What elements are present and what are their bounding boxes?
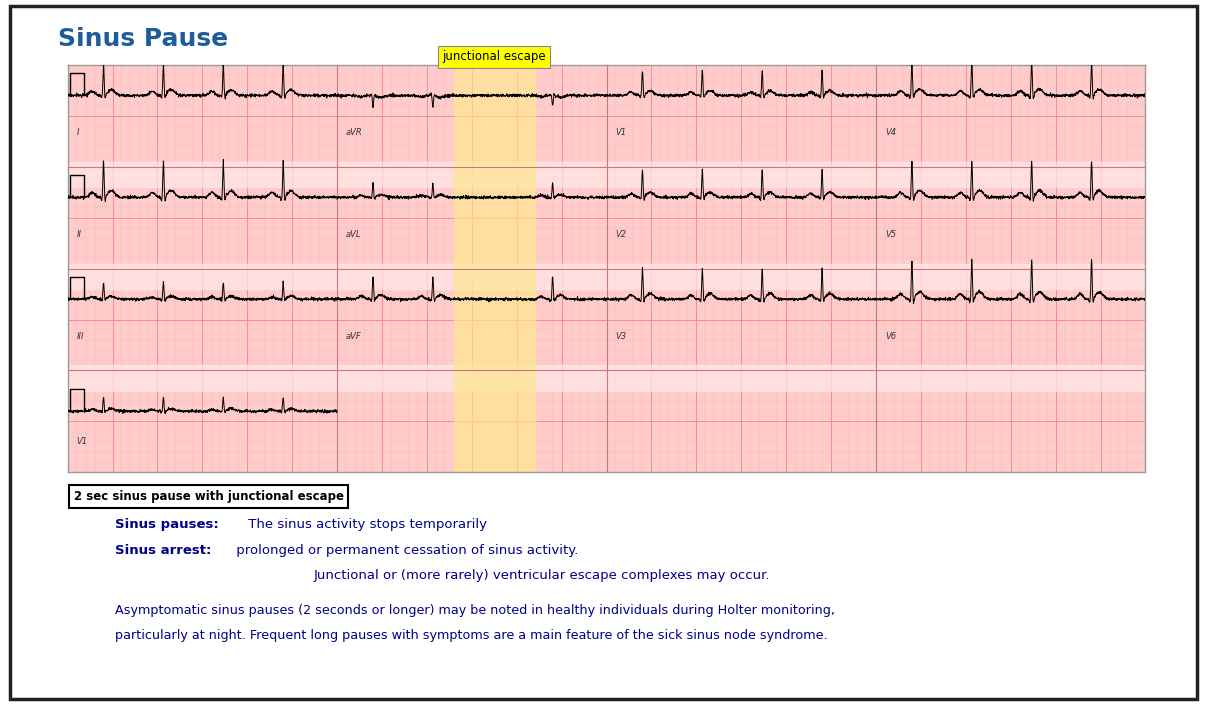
Text: V6: V6: [885, 332, 896, 341]
Bar: [454, 65, 535, 472]
Text: aVR: aVR: [346, 128, 363, 137]
Text: Asymptomatic sinus pauses (2 seconds or longer) may be noted in healthy individu: Asymptomatic sinus pauses (2 seconds or …: [115, 604, 835, 617]
Text: 2 sec sinus pause with junctional escape: 2 sec sinus pause with junctional escape: [74, 490, 344, 503]
Text: V3: V3: [616, 332, 626, 341]
Text: V1: V1: [616, 128, 626, 137]
Text: Sinus Pause: Sinus Pause: [58, 27, 228, 51]
Text: particularly at night. Frequent long pauses with symptoms are a main feature of : particularly at night. Frequent long pau…: [115, 629, 827, 642]
Text: V1: V1: [76, 436, 88, 446]
Text: III: III: [76, 332, 84, 341]
Text: aVL: aVL: [346, 230, 362, 239]
Bar: [68, 365, 1145, 391]
Text: V4: V4: [885, 128, 896, 137]
Text: I: I: [76, 128, 80, 137]
Text: Junctional or (more rarely) ventricular escape complexes may occur.: Junctional or (more rarely) ventricular …: [314, 569, 770, 582]
Bar: [68, 161, 1145, 187]
Text: Sinus arrest:: Sinus arrest:: [115, 544, 211, 557]
Text: junctional escape: junctional escape: [443, 51, 546, 63]
Text: V2: V2: [616, 230, 626, 239]
Text: prolonged or permanent cessation of sinus activity.: prolonged or permanent cessation of sinu…: [232, 544, 578, 557]
Bar: [68, 264, 1145, 289]
Text: II: II: [76, 230, 82, 239]
Text: aVF: aVF: [346, 332, 362, 341]
Text: Sinus pauses:: Sinus pauses:: [115, 518, 218, 531]
Text: V5: V5: [885, 230, 896, 239]
Text: The sinus activity stops temporarily: The sinus activity stops temporarily: [244, 518, 486, 531]
